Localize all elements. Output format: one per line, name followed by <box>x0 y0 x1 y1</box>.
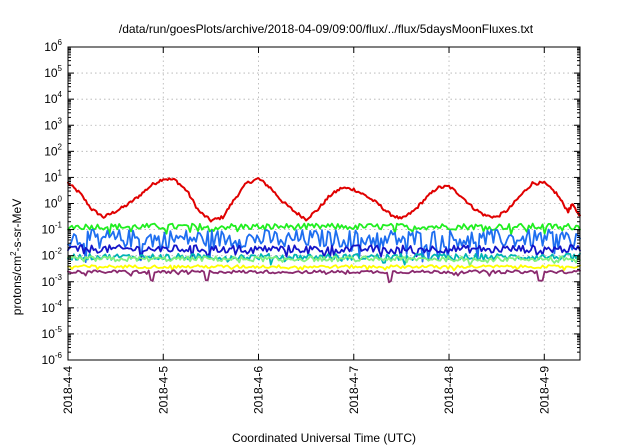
y-axis-label-rest: -s-sr-MeV <box>10 199 24 252</box>
axes: 106 105 104 103 102 101 100 10-1 10-2 10-3 10-4 10-… <box>42 38 581 414</box>
series-line-5 <box>67 252 581 266</box>
y-tick-label: 10-2 <box>42 247 63 263</box>
plot-frame <box>67 46 581 361</box>
y-tick-label: 10-5 <box>42 325 63 341</box>
x-tick-label: 2018-4-6 <box>252 366 266 414</box>
y-tick-label: 102 <box>44 142 62 158</box>
y-axis-label: protons/cm2-s-sr-MeV <box>9 199 24 315</box>
series-group <box>67 177 581 284</box>
x-tick-label: 2018-4-7 <box>347 366 361 414</box>
y-tick-label: 10-6 <box>42 351 63 367</box>
series-line-3 <box>67 228 581 263</box>
y-tick-label: 10-1 <box>42 221 63 237</box>
y-tick-label: 104 <box>44 90 62 106</box>
y-tick-label: 101 <box>44 168 62 184</box>
x-tick-label: 2018-4-8 <box>442 366 456 414</box>
y-tick-label: 100 <box>44 195 62 211</box>
x-axis-label: Coordinated Universal Time (UTC) <box>232 431 416 445</box>
series-line-8 <box>67 269 581 284</box>
x-tick-label: 2018-4-5 <box>156 366 170 414</box>
chart-title: /data/run/goesPlots/archive/2018-04-09/0… <box>119 22 534 36</box>
y-tick-label: 10-3 <box>42 273 63 289</box>
series-line-7 <box>67 264 581 272</box>
y-axis-label-base: protons/cm <box>10 256 24 315</box>
y-tick-label: 105 <box>44 64 62 80</box>
y-tick-label: 10-4 <box>42 299 63 315</box>
y-tick-label: 106 <box>44 38 62 54</box>
series-line-1 <box>67 177 581 223</box>
y-tick-label: 103 <box>44 116 62 132</box>
series-line-6 <box>67 255 581 267</box>
y-axis-label-sup: 2 <box>9 251 18 256</box>
x-tick-label: 2018-4-9 <box>537 366 551 414</box>
series-line-2 <box>67 222 581 236</box>
x-tick-label: 2018-4-4 <box>61 366 75 414</box>
